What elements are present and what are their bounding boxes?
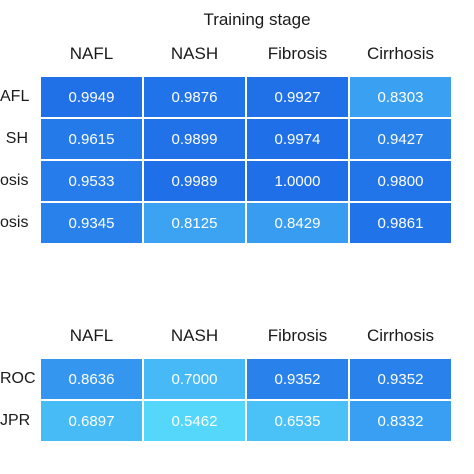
heatmap-cell: 0.8332 xyxy=(349,400,452,442)
heatmap-cell: 0.9989 xyxy=(143,160,246,202)
column-header: NASH xyxy=(170,326,219,345)
heatmap-cell: 0.9949 xyxy=(40,76,143,118)
column-header: Cirrhosis xyxy=(366,44,435,63)
chart-title: Training stage xyxy=(203,10,311,29)
heatmap-cell: 0.8125 xyxy=(143,202,246,244)
row-label: AFL xyxy=(0,88,30,105)
heatmap-cell: 0.9427 xyxy=(349,118,452,160)
column-header: NASH xyxy=(170,44,219,63)
heatmap-cell: 0.8636 xyxy=(40,358,143,400)
row-label: SH xyxy=(5,130,28,147)
column-header: Fibrosis xyxy=(267,326,328,345)
heatmap-cell: 0.9927 xyxy=(246,76,349,118)
heatmap-cell: 0.9800 xyxy=(349,160,452,202)
heatmap-cell: 0.8303 xyxy=(349,76,452,118)
heatmap-cell: 0.9974 xyxy=(246,118,349,160)
heatmap-cell: 0.9615 xyxy=(40,118,143,160)
heatmap-cell: 0.9861 xyxy=(349,202,452,244)
heatmap-cell: 0.6535 xyxy=(246,400,349,442)
heatmap-cell: 0.7000 xyxy=(143,358,246,400)
column-header: NAFL xyxy=(69,44,114,63)
heatmap-cell: 0.9533 xyxy=(40,160,143,202)
column-header: NAFL xyxy=(69,326,114,345)
heatmap-cell: 0.9876 xyxy=(143,76,246,118)
heatmap-cell: 0.8429 xyxy=(246,202,349,244)
row-label: osis xyxy=(0,214,29,231)
row-label: osis xyxy=(0,172,29,189)
heatmap-cell: 0.9345 xyxy=(40,202,143,244)
heatmap-cell: 0.6897 xyxy=(40,400,143,442)
heatmap-cell: 0.9352 xyxy=(349,358,452,400)
row-label: ROC xyxy=(0,370,36,387)
column-header: Cirrhosis xyxy=(366,326,435,345)
heatmap-cell: 1.0000 xyxy=(246,160,349,202)
heatmap-cell: 0.9352 xyxy=(246,358,349,400)
row-label: JPR xyxy=(0,412,31,429)
column-header: Fibrosis xyxy=(267,44,328,63)
heatmap-cell: 0.9899 xyxy=(143,118,246,160)
heatmap-cell: 0.5462 xyxy=(143,400,246,442)
